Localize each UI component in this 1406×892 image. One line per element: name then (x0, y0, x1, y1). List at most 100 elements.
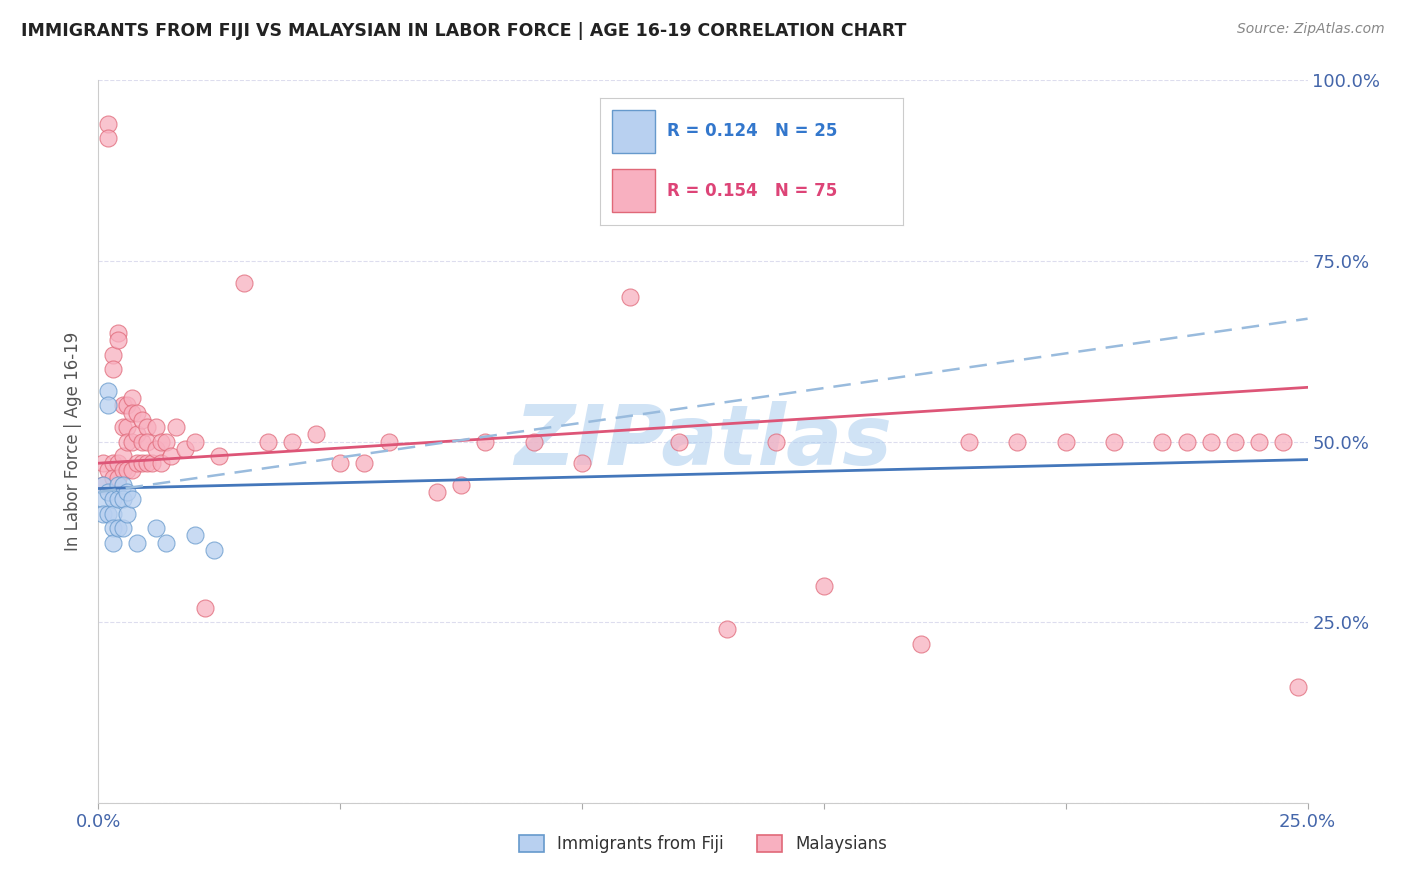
Point (668, 434, 690, 449)
Point (450, 478, 472, 492)
Point (150, 434, 173, 449)
Point (111, 420, 134, 434)
Point (121, 492, 143, 507)
Point (111, 449, 134, 463)
Point (1102, 434, 1125, 449)
Point (91, 507, 114, 521)
Point (813, 579, 835, 593)
Point (101, 348, 124, 362)
Point (121, 406, 143, 420)
Point (194, 600, 217, 615)
Point (101, 507, 124, 521)
Point (101, 456, 124, 470)
Point (111, 521, 134, 535)
Y-axis label: In Labor Force | Age 16-19: In Labor Force | Age 16-19 (65, 332, 83, 551)
Point (127, 406, 149, 420)
Point (127, 427, 149, 442)
Point (353, 456, 375, 470)
Point (117, 485, 139, 500)
Point (101, 521, 124, 535)
Point (117, 507, 139, 521)
Point (155, 434, 177, 449)
Point (256, 434, 278, 449)
Point (107, 456, 129, 470)
Point (474, 434, 496, 449)
Point (101, 470, 124, 484)
Point (131, 413, 153, 427)
Point (127, 535, 149, 549)
Point (165, 420, 187, 434)
Point (97, 485, 120, 500)
Point (571, 456, 593, 470)
Point (145, 420, 167, 434)
Point (121, 434, 143, 449)
Point (184, 434, 207, 449)
Point (97, 384, 120, 398)
Point (121, 391, 143, 405)
Point (101, 492, 124, 507)
Point (765, 434, 787, 449)
Point (1054, 434, 1077, 449)
Point (91, 456, 114, 470)
Point (111, 463, 134, 477)
Point (1152, 434, 1174, 449)
Point (174, 442, 197, 456)
Text: Source: ZipAtlas.com: Source: ZipAtlas.com (1237, 22, 1385, 37)
Point (523, 434, 546, 449)
Point (716, 623, 738, 637)
Point (91, 478, 114, 492)
Point (329, 456, 352, 470)
Point (117, 463, 139, 477)
Point (232, 276, 254, 290)
Point (91, 478, 114, 492)
Point (1175, 434, 1198, 449)
Point (1272, 434, 1295, 449)
Point (208, 449, 231, 463)
Point (135, 434, 157, 449)
Point (107, 521, 129, 535)
Point (97, 131, 120, 145)
Point (111, 492, 134, 507)
Point (426, 485, 449, 500)
Point (121, 463, 143, 477)
Point (957, 434, 980, 449)
Point (281, 434, 304, 449)
Point (184, 528, 207, 542)
Point (1286, 680, 1309, 694)
Point (117, 398, 139, 412)
Point (131, 434, 153, 449)
Point (1223, 434, 1246, 449)
Point (107, 470, 129, 484)
Point (97, 463, 120, 477)
Text: IMMIGRANTS FROM FIJI VS MALAYSIAN IN LABOR FORCE | AGE 16-19 CORRELATION CHART: IMMIGRANTS FROM FIJI VS MALAYSIAN IN LAB… (21, 22, 907, 40)
Point (145, 442, 167, 456)
Point (910, 637, 932, 651)
Point (619, 290, 641, 304)
Point (1199, 434, 1222, 449)
Point (160, 449, 183, 463)
Point (107, 478, 129, 492)
Point (145, 521, 167, 535)
Point (204, 542, 226, 557)
Point (91, 492, 114, 507)
Point (117, 434, 139, 449)
Point (111, 478, 134, 492)
Point (101, 362, 124, 376)
Point (1007, 434, 1029, 449)
Point (305, 427, 328, 442)
Point (107, 334, 129, 348)
Point (150, 456, 173, 470)
Legend: Immigrants from Fiji, Malaysians: Immigrants from Fiji, Malaysians (512, 828, 894, 860)
Point (135, 456, 157, 470)
Point (127, 456, 149, 470)
Point (97, 398, 120, 412)
Point (1249, 434, 1271, 449)
Point (97, 117, 120, 131)
Text: ZIPatlas: ZIPatlas (515, 401, 891, 482)
Point (107, 326, 129, 340)
Point (141, 456, 163, 470)
Point (155, 535, 177, 549)
Point (97, 507, 120, 521)
Point (135, 420, 157, 434)
Point (107, 492, 129, 507)
